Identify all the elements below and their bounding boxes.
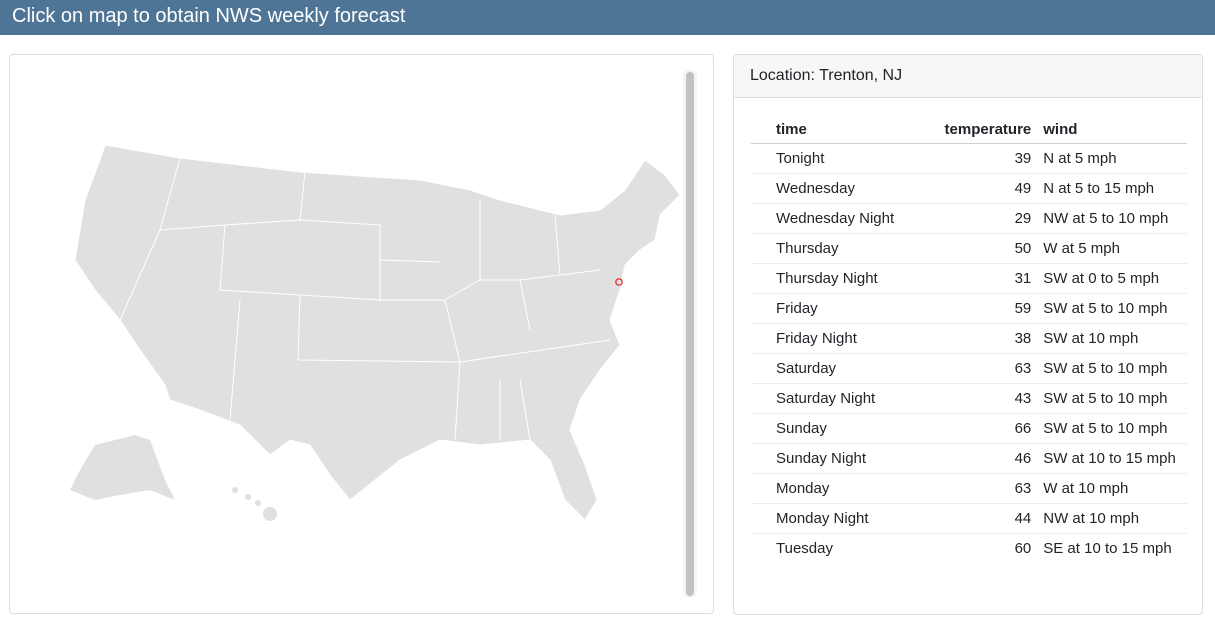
cell-time: Friday Night <box>751 323 924 354</box>
table-row: Tonight 39 N at 5 mph <box>751 143 1187 174</box>
table-row: Thursday Night 31 SW at 0 to 5 mph <box>751 263 1187 294</box>
forecast-table: time temperature wind Tonight 39 N at 5 mp… <box>751 115 1187 563</box>
table-row: Friday 59 SW at 5 to 10 mph <box>751 293 1187 324</box>
cell-wind: SW at 10 mph <box>1039 323 1187 354</box>
map-panel[interactable] <box>9 54 714 614</box>
cell-time: Friday <box>751 293 924 324</box>
map-scrollbar-thumb[interactable] <box>686 72 694 596</box>
cell-temperature: 44 <box>923 503 1040 534</box>
column-header-temperature[interactable]: temperature <box>923 115 1040 144</box>
cell-temperature: 49 <box>923 173 1040 204</box>
column-header-time[interactable]: time <box>751 115 924 144</box>
cell-time: Saturday <box>751 353 924 384</box>
cell-time: Tonight <box>751 143 924 174</box>
cell-temperature: 60 <box>1014 540 1032 557</box>
cell-time: Thursday <box>751 233 924 264</box>
cell-wind: SW at 0 to 5 mph <box>1039 263 1187 294</box>
cell-wind: N at 5 to 15 mph <box>1039 173 1187 204</box>
table-row: Monday 63 W at 10 mph <box>751 473 1187 504</box>
cell-time: Tuesday <box>776 540 833 557</box>
cell-wind: W at 5 mph <box>1039 233 1187 264</box>
table-row: Wednesday Night 29 NW at 5 to 10 mph <box>751 203 1187 234</box>
cell-wind: SW at 10 to 15 mph <box>1039 443 1187 474</box>
cell-time: Sunday Night <box>751 443 924 474</box>
cell-temperature: 39 <box>923 143 1040 174</box>
cell-temperature: 50 <box>923 233 1040 264</box>
cell-wind: SW at 5 to 10 mph <box>1039 413 1187 444</box>
table-row: Saturday Night 43 SW at 5 to 10 mph <box>751 383 1187 414</box>
table-row: Thursday 50 W at 5 mph <box>751 233 1187 264</box>
column-header-wind[interactable]: wind <box>1039 115 1187 144</box>
state-borders <box>119 157 611 441</box>
location-marker <box>615 278 623 286</box>
cell-wind: SE at 10 to 15 mph <box>1043 540 1172 557</box>
forecast-panel: Location: Trenton, NJ time temperature w… <box>733 54 1203 615</box>
location-label: Location: Trenton, NJ <box>734 55 1202 98</box>
cell-temperature: 66 <box>923 413 1040 444</box>
cell-temperature: 63 <box>923 353 1040 384</box>
cell-temperature: 63 <box>923 473 1040 504</box>
table-row: Sunday 66 SW at 5 to 10 mph <box>751 413 1187 444</box>
cell-wind: N at 5 mph <box>1039 143 1187 174</box>
cell-time: Thursday Night <box>751 263 924 294</box>
cell-wind: NW at 5 to 10 mph <box>1039 203 1187 234</box>
cell-temperature: 38 <box>923 323 1040 354</box>
hawaii-shape[interactable] <box>232 487 277 521</box>
cell-time: Monday <box>751 473 924 504</box>
cell-temperature: 31 <box>923 263 1040 294</box>
table-row: Friday Night 38 SW at 10 mph <box>751 323 1187 354</box>
cell-time: Wednesday <box>751 173 924 204</box>
cell-temperature: 43 <box>923 383 1040 414</box>
cell-wind: NW at 10 mph <box>1039 503 1187 534</box>
contiguous-us-shape[interactable] <box>74 144 681 521</box>
cell-wind: SW at 5 to 10 mph <box>1039 383 1187 414</box>
cell-time: Saturday Night <box>751 383 924 414</box>
cell-temperature: 46 <box>923 443 1040 474</box>
cell-temperature: 29 <box>923 203 1040 234</box>
cell-time: Sunday <box>751 413 924 444</box>
table-row: Wednesday 49 N at 5 to 15 mph <box>751 173 1187 204</box>
table-row: Tuesday 60 SE at 10 to 15 mph <box>751 534 1187 564</box>
cell-wind: W at 10 mph <box>1039 473 1187 504</box>
table-row: Saturday 63 SW at 5 to 10 mph <box>751 353 1187 384</box>
cell-time: Wednesday Night <box>751 203 924 234</box>
cell-temperature: 59 <box>923 293 1040 324</box>
cell-wind: SW at 5 to 10 mph <box>1039 353 1187 384</box>
cell-wind: SW at 5 to 10 mph <box>1039 293 1187 324</box>
table-row: Monday Night 44 NW at 10 mph <box>751 503 1187 534</box>
cell-time: Monday Night <box>751 503 924 534</box>
alaska-shape[interactable] <box>70 435 175 500</box>
table-row: Sunday Night 46 SW at 10 to 15 mph <box>751 443 1187 474</box>
app-title: Click on map to obtain NWS weekly foreca… <box>0 0 1215 35</box>
